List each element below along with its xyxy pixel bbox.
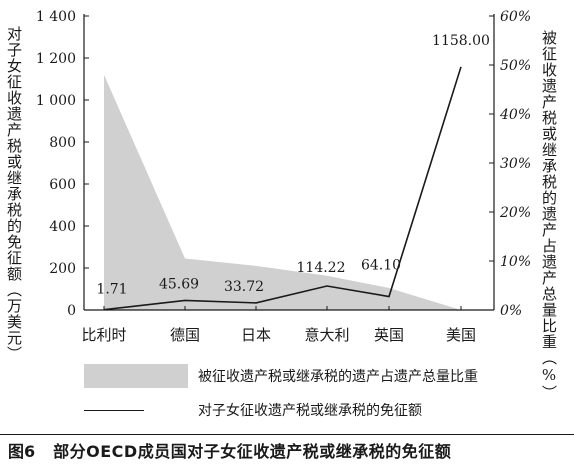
x-tick-label: 德国 xyxy=(170,326,200,344)
x-tick-label: 日本 xyxy=(241,326,271,344)
y-right-tick-label: 60% xyxy=(500,9,531,25)
legend-line-label: 对子女征收遗产税或继承税的免征额 xyxy=(198,403,422,419)
data-label: 64.10 xyxy=(361,258,401,274)
data-label: 33.72 xyxy=(224,279,264,295)
y-left-tick-label: 200 xyxy=(49,261,76,277)
legend-area-label: 被征收遗产税或继承税的遗产占遗产总量比重 xyxy=(198,369,478,385)
legend-item-line: 对子女征收遗产税或继承税的免征额 xyxy=(84,400,422,420)
caption-number: 图6 xyxy=(8,442,36,461)
data-label: 1.71 xyxy=(96,282,127,298)
y-left-tick-label: 400 xyxy=(49,219,76,235)
y-right-tick-label: 30% xyxy=(500,156,531,172)
y-right-tick-label: 50% xyxy=(500,58,531,74)
y-right-tick-label: 40% xyxy=(499,107,531,123)
y-left-tick-label: 600 xyxy=(49,177,76,193)
legend-line-swatch xyxy=(84,409,144,411)
y-left-tick-label: 1 400 xyxy=(36,9,76,25)
x-tick-label: 意大利 xyxy=(304,326,349,344)
data-label: 1158.00 xyxy=(432,33,490,49)
area-series xyxy=(104,74,461,310)
x-tick-label: 英国 xyxy=(374,326,404,344)
y-axis-right-label: 被征收遗产税或继承税的遗产占遗产总量比重（%） xyxy=(540,30,558,401)
y-left-tick-label: 800 xyxy=(49,135,76,151)
y-right-tick-label: 10% xyxy=(500,254,531,270)
line-series xyxy=(103,66,462,311)
x-tick-label: 美国 xyxy=(446,326,476,344)
y-left-tick-label: 1 200 xyxy=(36,51,76,67)
chart: 0 200 400 600 800 1 000 1 200 1 400 0% 10% 20% 30% 4… xyxy=(36,9,531,344)
y-left-tick-label: 0 xyxy=(67,303,76,319)
y-axis-left-label: 对子女征收遗产税或继承税的免征额（万美元） xyxy=(5,26,23,362)
y-right-tick-label: 20% xyxy=(499,205,531,221)
y-right-tick-label: 0% xyxy=(500,303,522,319)
data-label: 114.22 xyxy=(297,260,346,276)
y-left-tick-label: 1 000 xyxy=(36,93,76,109)
x-tick-label: 比利时 xyxy=(81,326,126,344)
figure-caption: 图6 部分OECD成员国对子女征收遗产税或继承税的免征额 xyxy=(0,434,574,465)
data-label: 45.69 xyxy=(159,276,199,292)
legend-area-swatch xyxy=(84,364,188,388)
legend-item-area: 被征收遗产税或继承税的遗产占遗产总量比重 xyxy=(84,364,478,388)
caption-text: 部分OECD成员国对子女征收遗产税或继承税的免征额 xyxy=(53,442,452,461)
